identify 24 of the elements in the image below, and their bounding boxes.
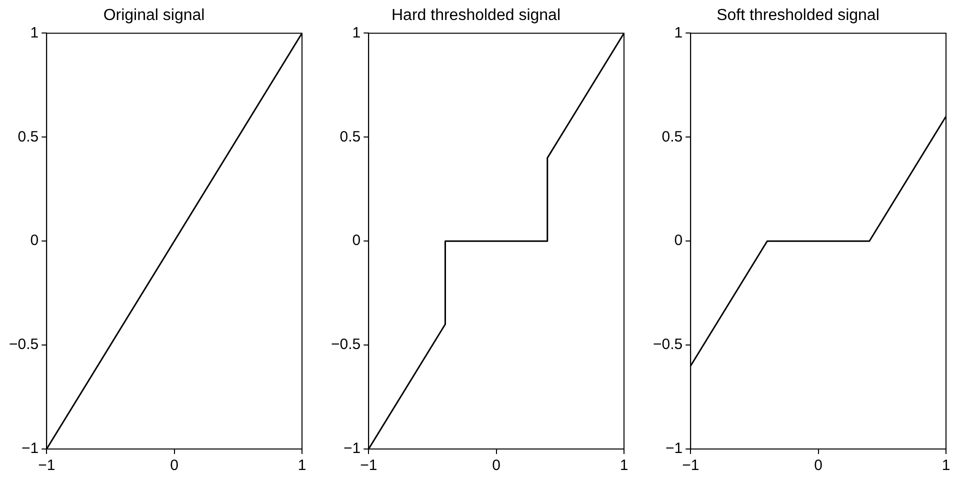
y-tick-label: 0.5 [18,128,39,146]
x-tick-label: 0 [814,457,822,474]
x-tick-label: 0 [492,457,500,474]
y-tick-label: 1 [674,24,683,42]
y-tick-label: −1 [344,440,361,458]
y-tick-label: 0 [674,232,683,250]
chart-title: Soft thresholded signal [716,7,880,24]
x-tick-label: 1 [298,457,306,474]
y-tick-label: −0.5 [8,336,39,354]
y-tick-label: 0.5 [662,128,683,146]
y-tick-label: −1 [22,440,39,458]
y-tick-label: 0 [30,232,39,250]
y-tick-label: 1 [352,24,361,42]
y-tick-label: −1 [666,440,683,458]
x-tick-label: 1 [942,457,950,474]
y-tick-label: 0 [352,232,361,250]
chart-title: Hard thresholded signal [392,7,560,24]
x-tick-label: 1 [620,457,628,474]
y-tick-label: −0.5 [652,336,683,354]
x-tick-label: 0 [170,457,178,474]
chart-title: Original signal [103,7,205,24]
y-tick-label: 1 [30,24,39,42]
y-tick-label: −0.5 [330,336,361,354]
y-tick-label: 0.5 [340,128,361,146]
